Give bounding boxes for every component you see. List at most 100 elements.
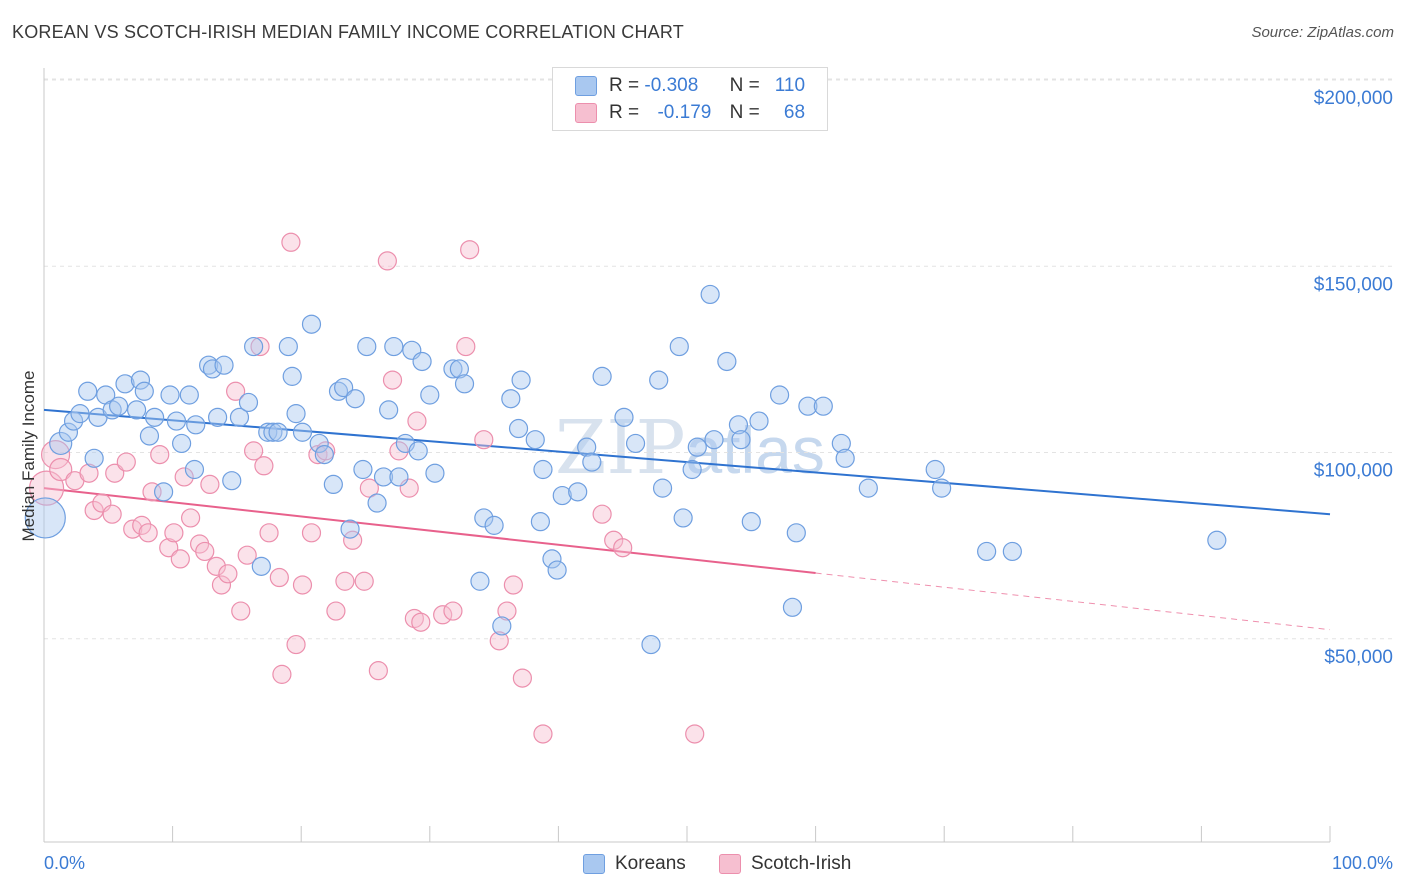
korean-point <box>669 336 689 357</box>
y-tick-label: $200,000 <box>1314 88 1393 109</box>
scotch-irish-point <box>326 601 346 621</box>
korean-point <box>425 463 445 483</box>
bottom-legend-koreans: Koreans <box>583 852 686 876</box>
korean-point <box>108 396 129 416</box>
scotch-irish-point <box>377 251 397 271</box>
scotch-irish-point <box>503 575 523 595</box>
korean-point <box>1207 530 1227 550</box>
scotch-irish-point <box>259 523 279 543</box>
korean-point <box>334 377 354 398</box>
tick-labels: $50,000 $100,000 $150,000 $200,000 0.0% 100.0… <box>44 88 1393 873</box>
korean-point <box>179 385 199 405</box>
korean-point <box>454 374 475 394</box>
scotch-irish-point <box>456 336 476 357</box>
scotch-irish-r-value: -0.179 <box>657 102 712 123</box>
y-tick-label: $100,000 <box>1314 461 1393 482</box>
korean-point <box>835 448 855 468</box>
korean-point <box>700 284 720 305</box>
x-tick-label: 100.0% <box>1332 853 1393 873</box>
chart-source: Source: ZipAtlas.com <box>1251 24 1394 41</box>
korean-point <box>309 433 329 454</box>
scotch-irish-point <box>200 474 220 494</box>
scotch-irish-point <box>254 456 274 476</box>
scotch-irish-trend-solid <box>43 487 816 575</box>
korean-point <box>345 389 365 409</box>
scotch-irish-point <box>460 240 480 260</box>
korean-point <box>292 422 313 442</box>
korean-point <box>84 448 104 468</box>
korean-point <box>484 515 504 535</box>
korean-point <box>278 336 298 357</box>
axes <box>43 68 1331 843</box>
korean-point <box>139 426 160 446</box>
scotch-irish-r-label: R = <box>609 102 640 123</box>
korean-point <box>172 433 192 454</box>
scotch-irish-point <box>174 467 194 487</box>
watermark: ZIPatlas <box>555 405 825 491</box>
korean-point <box>153 482 174 502</box>
korean-point <box>186 415 206 435</box>
korean-point <box>63 411 84 431</box>
korean-point <box>314 445 334 465</box>
korean-point <box>202 359 223 379</box>
scotch-irish-point <box>164 523 184 543</box>
y-tick-label: $150,000 <box>1314 274 1393 295</box>
korean-point <box>625 433 646 454</box>
korean-point <box>925 459 945 480</box>
y-tick-label: $50,000 <box>1324 647 1393 668</box>
korean-point <box>58 422 79 442</box>
korean-point <box>166 411 187 431</box>
korean-point <box>977 541 997 562</box>
bottom-scotch-irish-label: Scotch-Irish <box>751 853 852 874</box>
koreans-n-value: 110 <box>774 75 806 96</box>
korean-point <box>115 374 135 394</box>
korean-point <box>199 355 219 375</box>
korean-point <box>449 359 469 379</box>
korean-point <box>222 471 242 491</box>
scotch-irish-point <box>170 549 190 569</box>
correlation-legend: R = -0.308 N = 110 R = -0.179 N = 68 <box>552 67 828 131</box>
korean-point <box>286 404 306 424</box>
korean-point <box>769 385 790 405</box>
scotch-irish-n-value: 68 <box>783 102 806 123</box>
scotch-irish-point <box>433 605 453 625</box>
korean-point <box>798 396 818 416</box>
scotch-irish-point <box>79 463 99 483</box>
scotch-irish-point <box>49 457 73 482</box>
koreans-n-label: N = <box>729 75 760 96</box>
scotch-irish-point <box>407 411 427 431</box>
korean-point <box>357 336 377 357</box>
scotch-irish-point <box>40 440 71 470</box>
korean-point <box>731 430 751 450</box>
scotch-irish-point <box>226 381 246 401</box>
korean-point <box>508 418 529 439</box>
korean-point <box>268 422 288 442</box>
korean-point <box>443 359 463 379</box>
korean-point <box>728 415 749 435</box>
korean-point <box>932 478 952 498</box>
korean-point <box>749 411 769 431</box>
x-tick-label: 0.0% <box>44 853 85 873</box>
korean-point <box>813 396 833 416</box>
bottom-koreans-label: Koreans <box>615 853 686 874</box>
korean-point <box>263 422 283 442</box>
korean-point <box>208 407 228 427</box>
korean-point <box>323 474 343 494</box>
korean-point <box>353 459 373 480</box>
korean-point <box>1002 541 1022 562</box>
chart-title: KOREAN VS SCOTCH-IRISH MEDIAN FAMILY INC… <box>12 22 684 42</box>
scotch-irish-point <box>206 556 226 576</box>
koreans-r-value: -0.308 <box>644 75 699 96</box>
scotch-irish-swatch <box>575 103 597 123</box>
scotch-irish-point <box>359 478 379 498</box>
korean-point <box>24 497 66 539</box>
scotch-irish-trendline <box>43 487 1331 631</box>
korean-point <box>184 459 205 480</box>
scotch-irish-point <box>102 504 122 524</box>
korean-point <box>78 381 98 401</box>
korean-point <box>568 482 588 502</box>
scotch-irish-point <box>685 724 705 744</box>
korean-point <box>238 392 259 413</box>
korean-point <box>704 430 724 450</box>
